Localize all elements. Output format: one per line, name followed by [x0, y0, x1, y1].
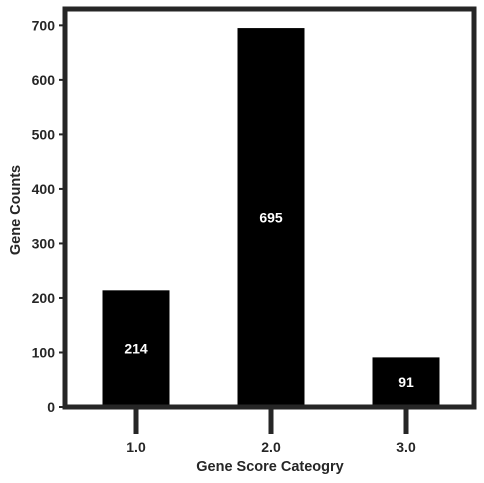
y-tick-label: 400: [32, 181, 56, 197]
y-tick-label: 0: [47, 399, 55, 415]
bar-value-label: 91: [398, 374, 414, 390]
y-ticks-group: 0 100 200 300 400 500 600 700: [32, 17, 65, 415]
bar-2.0: [237, 28, 305, 408]
y-tick-label: 100: [32, 344, 56, 360]
bar-value-label: 695: [259, 210, 283, 226]
bar-3.0: [372, 357, 440, 407]
y-tick-label: 700: [32, 17, 56, 33]
bars-group: [102, 28, 440, 408]
y-axis-title: Gene Counts: [8, 165, 24, 255]
x-ticks-group: 1.0 2.0 3.0: [126, 407, 416, 455]
y-tick-label: 300: [32, 235, 56, 251]
bar-1.0: [102, 290, 170, 407]
bar-value-label: 214: [124, 341, 148, 357]
x-tick-label: 1.0: [126, 439, 146, 455]
y-tick-label: 600: [32, 72, 56, 88]
bar-labels-group: 214 695 91: [124, 210, 414, 391]
x-tick-label: 2.0: [261, 439, 281, 455]
y-tick-label: 500: [32, 126, 56, 142]
x-tick-label: 3.0: [396, 439, 416, 455]
y-tick-label: 200: [32, 290, 56, 306]
x-axis-title: Gene Score Cateogry: [196, 459, 343, 475]
